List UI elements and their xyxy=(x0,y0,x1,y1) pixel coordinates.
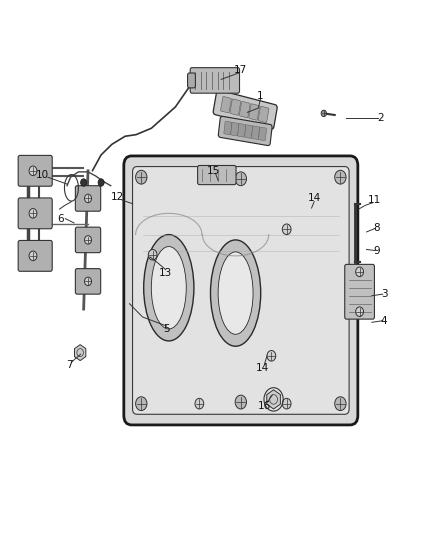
FancyBboxPatch shape xyxy=(187,73,195,88)
Circle shape xyxy=(235,172,247,185)
Circle shape xyxy=(335,397,346,410)
FancyBboxPatch shape xyxy=(218,116,272,146)
FancyBboxPatch shape xyxy=(251,126,260,140)
FancyBboxPatch shape xyxy=(249,104,260,120)
Ellipse shape xyxy=(151,247,186,329)
Circle shape xyxy=(85,194,92,203)
Circle shape xyxy=(283,398,291,409)
FancyBboxPatch shape xyxy=(75,227,101,253)
Text: 1: 1 xyxy=(257,91,264,101)
FancyBboxPatch shape xyxy=(345,264,374,319)
Text: 17: 17 xyxy=(233,65,247,75)
Circle shape xyxy=(267,351,276,361)
FancyBboxPatch shape xyxy=(75,269,101,294)
FancyBboxPatch shape xyxy=(231,123,239,136)
FancyBboxPatch shape xyxy=(133,166,349,414)
FancyBboxPatch shape xyxy=(198,165,236,184)
Polygon shape xyxy=(74,345,86,361)
FancyBboxPatch shape xyxy=(18,240,52,271)
Text: 12: 12 xyxy=(111,192,124,203)
Circle shape xyxy=(136,397,147,410)
FancyBboxPatch shape xyxy=(190,68,240,93)
FancyBboxPatch shape xyxy=(124,156,358,425)
Text: 15: 15 xyxy=(207,166,220,176)
Circle shape xyxy=(235,395,247,409)
Text: 14: 14 xyxy=(256,362,269,373)
FancyBboxPatch shape xyxy=(18,198,52,229)
Text: 7: 7 xyxy=(67,360,73,370)
Circle shape xyxy=(356,267,364,277)
Circle shape xyxy=(85,277,92,286)
FancyBboxPatch shape xyxy=(258,106,269,123)
Text: 8: 8 xyxy=(374,223,380,233)
Circle shape xyxy=(136,170,147,184)
Circle shape xyxy=(29,166,37,175)
FancyBboxPatch shape xyxy=(213,90,277,129)
Ellipse shape xyxy=(211,240,261,346)
FancyBboxPatch shape xyxy=(240,101,250,118)
Circle shape xyxy=(81,179,87,186)
Circle shape xyxy=(85,236,92,244)
Circle shape xyxy=(148,249,157,260)
FancyBboxPatch shape xyxy=(244,125,253,138)
Text: 2: 2 xyxy=(377,112,384,123)
Text: 16: 16 xyxy=(258,401,272,411)
Text: 11: 11 xyxy=(367,195,381,205)
Text: 5: 5 xyxy=(163,324,170,334)
Text: 4: 4 xyxy=(381,316,387,326)
Polygon shape xyxy=(267,390,280,409)
Ellipse shape xyxy=(218,252,253,334)
Text: 13: 13 xyxy=(159,268,173,278)
FancyBboxPatch shape xyxy=(224,121,232,135)
Circle shape xyxy=(356,307,364,317)
FancyBboxPatch shape xyxy=(18,156,52,186)
Text: 6: 6 xyxy=(58,214,64,224)
FancyBboxPatch shape xyxy=(238,124,246,137)
Circle shape xyxy=(195,398,204,409)
Circle shape xyxy=(98,179,104,186)
Text: 3: 3 xyxy=(381,289,387,299)
Circle shape xyxy=(321,110,326,117)
FancyBboxPatch shape xyxy=(221,96,231,113)
Text: 9: 9 xyxy=(374,246,380,255)
FancyBboxPatch shape xyxy=(230,99,241,115)
Ellipse shape xyxy=(144,235,194,341)
Text: 10: 10 xyxy=(35,170,49,180)
FancyBboxPatch shape xyxy=(258,127,267,141)
Circle shape xyxy=(283,224,291,235)
Text: 14: 14 xyxy=(307,193,321,204)
Circle shape xyxy=(335,170,346,184)
Circle shape xyxy=(29,208,37,218)
FancyBboxPatch shape xyxy=(75,185,101,211)
Circle shape xyxy=(29,251,37,261)
